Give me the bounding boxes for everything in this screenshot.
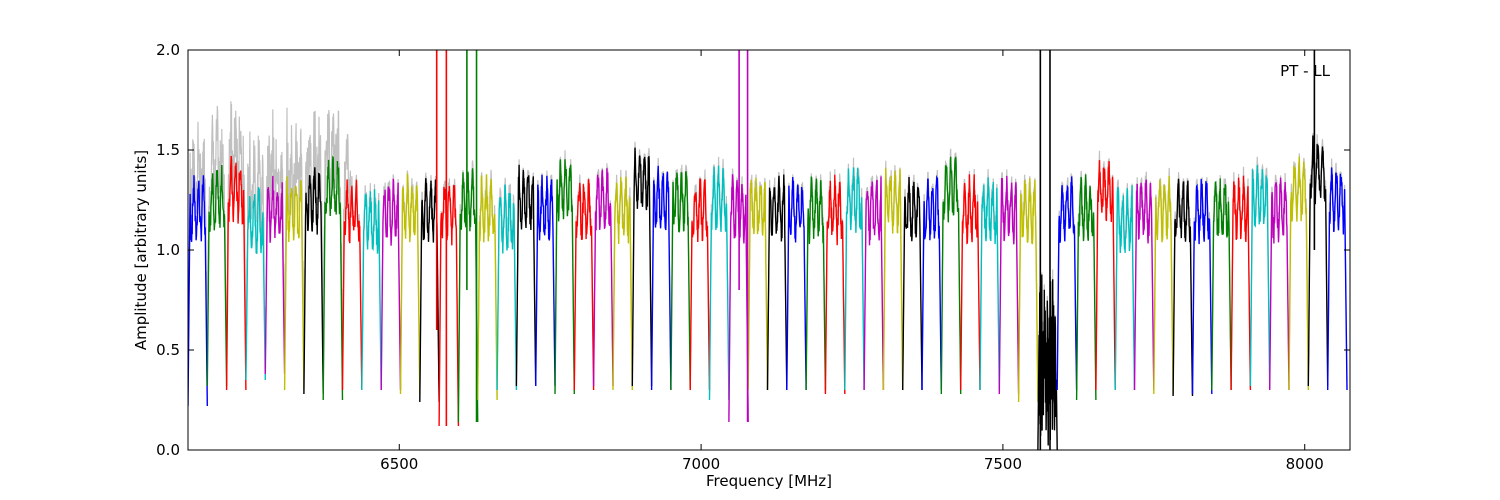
raw-spectrum-line bbox=[188, 121, 208, 401]
series-line bbox=[1307, 135, 1329, 387]
series-line bbox=[457, 168, 479, 423]
series-line bbox=[399, 172, 421, 395]
series-line bbox=[650, 165, 672, 391]
series-line bbox=[689, 178, 711, 391]
series-line bbox=[554, 159, 575, 395]
series-line bbox=[1133, 179, 1155, 391]
x-tick-label: 7000 bbox=[682, 455, 720, 473]
series-line bbox=[225, 155, 247, 391]
series-line bbox=[1114, 185, 1136, 391]
series-line bbox=[747, 177, 769, 391]
series-line bbox=[380, 178, 402, 391]
series-line bbox=[1017, 178, 1039, 403]
series-line bbox=[303, 167, 324, 395]
series-line bbox=[573, 179, 595, 391]
series-line bbox=[496, 184, 518, 391]
series-line bbox=[1268, 177, 1290, 391]
x-tick-label: 7500 bbox=[984, 455, 1022, 473]
series-line bbox=[766, 174, 788, 391]
series-line bbox=[535, 174, 556, 387]
series-line bbox=[805, 176, 827, 391]
x-tick-label: 8000 bbox=[1286, 455, 1324, 473]
x-tick-label: 6500 bbox=[380, 455, 418, 473]
series-line bbox=[188, 175, 208, 407]
series-line bbox=[1191, 178, 1213, 395]
series-line bbox=[824, 174, 846, 395]
series-line bbox=[206, 164, 228, 387]
series-line bbox=[361, 189, 382, 391]
series-line bbox=[902, 176, 923, 391]
series-line bbox=[1211, 178, 1232, 391]
series-line bbox=[960, 174, 981, 391]
y-axis-ticks: 0.0 0.5 1.0 1.5 2.0 bbox=[156, 41, 1350, 459]
spike-layer bbox=[435, 50, 1316, 450]
raw-spectrum-line bbox=[284, 107, 305, 353]
y-tick-label: 2.0 bbox=[156, 41, 180, 59]
series-line bbox=[477, 174, 498, 401]
series-line bbox=[322, 155, 344, 401]
series-line bbox=[998, 175, 1020, 395]
raw-spectrum-line bbox=[264, 109, 286, 348]
y-tick-label: 1.5 bbox=[156, 141, 180, 159]
series-line bbox=[863, 176, 885, 391]
series-line bbox=[1288, 156, 1310, 391]
series-line bbox=[921, 174, 942, 391]
series-line bbox=[341, 179, 363, 391]
series-line bbox=[1249, 165, 1271, 387]
series-line bbox=[786, 176, 807, 391]
series-line bbox=[979, 177, 1000, 391]
series-line bbox=[1153, 175, 1174, 395]
series-line bbox=[1056, 176, 1078, 391]
chart-annotation: PT - LL bbox=[1280, 62, 1331, 80]
y-tick-label: 0.5 bbox=[156, 341, 180, 359]
series-line bbox=[1095, 160, 1116, 391]
x-axis-ticks: 6500 7000 7500 8000 bbox=[380, 50, 1324, 473]
series-line bbox=[882, 167, 904, 391]
series-line bbox=[1075, 174, 1097, 401]
series-line bbox=[1326, 167, 1348, 391]
series-line bbox=[515, 164, 537, 387]
series-line bbox=[1230, 175, 1252, 391]
series-line bbox=[631, 147, 653, 387]
series-line bbox=[612, 176, 633, 391]
series-line bbox=[1172, 178, 1194, 397]
series-line bbox=[245, 187, 266, 381]
series-line bbox=[264, 175, 286, 375]
y-tick-label: 0.0 bbox=[156, 441, 180, 459]
series-line bbox=[940, 156, 962, 395]
series-line bbox=[670, 171, 691, 391]
series-line bbox=[283, 176, 305, 391]
series-line bbox=[844, 167, 865, 391]
x-axis-label: Frequency [MHz] bbox=[706, 472, 832, 490]
y-tick-label: 1.0 bbox=[156, 241, 180, 259]
series-line bbox=[592, 168, 614, 387]
y-axis-label: Amplitude [arbitrary units] bbox=[132, 150, 150, 350]
series-layer bbox=[188, 135, 1348, 450]
series-line bbox=[438, 185, 460, 427]
raw-spectrum-line bbox=[303, 110, 324, 388]
series-line bbox=[708, 165, 730, 401]
